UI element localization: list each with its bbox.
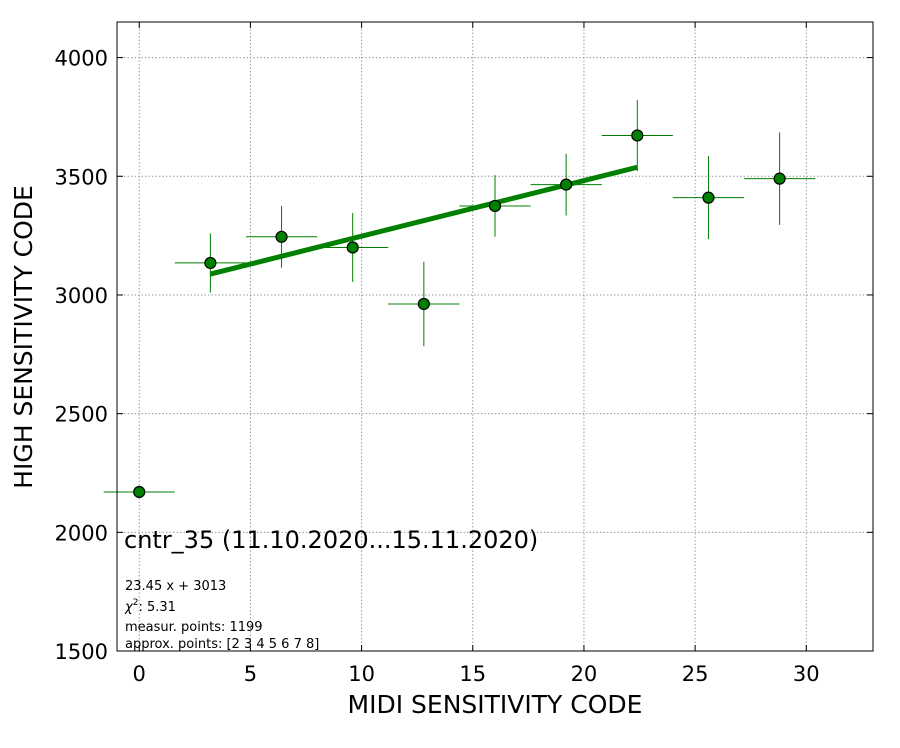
data-point	[773, 172, 786, 185]
chi2-symbol: χ	[124, 600, 134, 615]
x-tick-label: 30	[793, 662, 820, 686]
y-tick-label: 3500	[55, 165, 108, 189]
y-axis-title: HIGH SENSITIVITY CODE	[9, 185, 38, 489]
data-point	[275, 230, 288, 243]
y-tick-label: 4000	[55, 47, 108, 71]
x-tick-label: 5	[244, 662, 257, 686]
data-point	[702, 191, 715, 204]
x-tick-label: 15	[459, 662, 486, 686]
data-point	[560, 178, 573, 191]
annotation-chi2: χ2: 5.31	[124, 598, 176, 615]
x-tick-label: 25	[682, 662, 709, 686]
chi2-exponent: 2	[133, 598, 139, 608]
x-tick-label: 20	[571, 662, 598, 686]
y-tick-label: 2500	[55, 403, 108, 427]
data-point	[631, 129, 644, 142]
annotation-measur-points: measur. points: 1199	[125, 620, 263, 635]
y-tick-labels: 1500 2000 2500 3000 3500 4000	[55, 47, 108, 664]
plot-frame	[116, 21, 874, 652]
data-point	[204, 256, 217, 270]
chi2-value: : 5.31	[138, 600, 175, 615]
annotation-approx-points: approx. points: [2 3 4 5 6 7 8]	[125, 637, 319, 652]
data-point	[417, 297, 430, 311]
annotation-equation: 23.45 x + 3013	[125, 579, 226, 594]
x-axis-title: MIDI SENSITIVITY CODE	[348, 690, 643, 719]
data-point	[488, 199, 502, 213]
x-tick-label: 10	[348, 662, 375, 686]
ticks	[117, 22, 873, 652]
x-tick-label: 0	[133, 662, 146, 686]
data-point	[346, 241, 359, 254]
y-tick-label: 2000	[55, 521, 108, 545]
grid	[117, 22, 873, 651]
y-tick-label: 3000	[55, 284, 108, 308]
x-tick-labels: 0 5 10 15 20 25 30	[133, 662, 820, 686]
data-points	[133, 129, 786, 499]
y-tick-label: 1500	[55, 640, 108, 664]
data-point	[133, 485, 146, 499]
annotation-title: cntr_35 (11.10.2020...15.11.2020)	[124, 526, 538, 554]
